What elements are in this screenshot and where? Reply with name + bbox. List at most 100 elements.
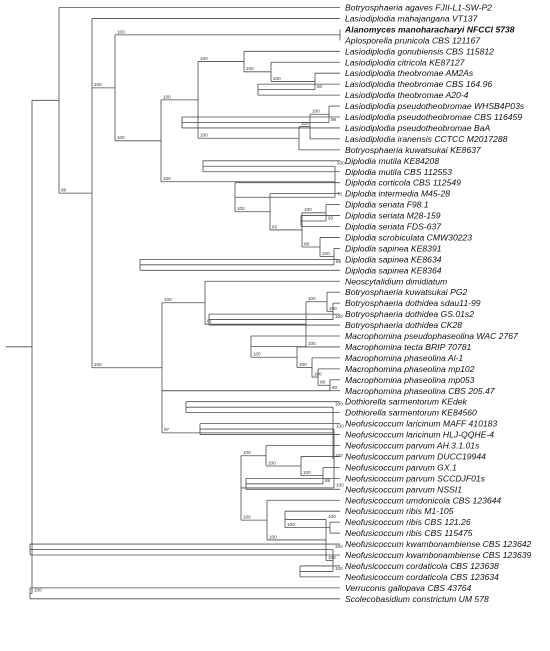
support-value: 100 (337, 161, 345, 166)
support-value: 100 (34, 588, 42, 593)
support-value: 70 (337, 192, 343, 197)
taxon-label: Neofusicoccum parvum SCCDJF01s (345, 473, 486, 483)
taxon-label: Lasiodiplodia pseudotheobromae BaA (345, 123, 491, 133)
support-value: 100 (163, 176, 171, 181)
taxon-label: Macrophomina phaseolina mp102 (345, 364, 475, 374)
support-value: 89 (325, 478, 331, 483)
support-value: 100 (336, 482, 344, 487)
support-value: 100 (312, 109, 320, 114)
taxon-label: Neofusicoccum parvum NSSI1 (345, 484, 462, 494)
taxon-label: Neofusicoccum ribis M1-105 (345, 506, 454, 516)
taxon-label: Macrophomina phaseolina Al-1 (345, 353, 463, 363)
support-value: 93 (328, 215, 334, 220)
support-value: 100 (268, 460, 276, 465)
taxon-label: Diplodia corticola CBS 112549 (345, 178, 461, 188)
taxon-label: Diplodia mutila KE84208 (345, 156, 439, 166)
taxon-label: Botryosphaeria kuwatsukai PG2 (345, 287, 468, 297)
support-value: 100 (328, 514, 336, 519)
taxon-label: Lasiodiplodia gonubiensis CBS 115812 (345, 46, 494, 56)
taxon-label: Neofusicoccum parvum GX.1 (345, 462, 457, 472)
taxon-label: Macrophomina tecta BRIP 70781 (345, 342, 471, 352)
taxon-label: Diplodia mutila CBS 112553 (345, 167, 452, 177)
taxon-label: Lasiodiplodia pseudotheobromae CBS 11645… (345, 112, 522, 122)
support-value: 100 (329, 306, 337, 311)
support-value: 83 (272, 224, 278, 229)
taxon-label: Diplodia seriata M28-159 (345, 211, 441, 221)
support-value: 100 (94, 362, 102, 367)
support-value: 100 (237, 206, 245, 211)
support-value: 100 (243, 514, 251, 519)
support-value: 100 (117, 29, 125, 34)
support-value: 100 (328, 555, 336, 560)
support-value: 100 (303, 470, 311, 475)
taxon-label: Lasiodiplodia theobromae AM2As (345, 68, 474, 78)
taxon-label: Scolecobasidium constrictum UM 578 (345, 594, 489, 604)
support-value: 100 (308, 341, 316, 346)
taxon-label: Lasiodiplodia citricola KE87127 (345, 57, 466, 67)
support-value: 100 (335, 402, 343, 407)
taxon-label: Macrophomina pseudophaseolina WAC 2767 (345, 331, 519, 341)
support-value: 100 (299, 362, 307, 367)
support-value: 100 (117, 135, 125, 140)
taxon-label: Diplodia seriata FDS-637 (345, 222, 442, 232)
taxon-label: Dothiorella sarmentorum KE84560 (345, 408, 477, 418)
taxon-label: Neofusicoccum kwambonambiense CBS 123642 (345, 539, 532, 549)
support-value: 100 (273, 76, 281, 81)
support-value: 100 (246, 66, 254, 71)
taxon-labels: Botryosphaeria agaves FJII-L1-SW-P2 Lasio… (344, 3, 532, 604)
taxon-label: Diplodia intermedia M45-28 (345, 189, 450, 199)
taxon-label: Diplodia sapinea KE8634 (345, 254, 442, 264)
taxon-label: Macrophomina phaseolina mp053 (345, 375, 475, 385)
taxon-label: Lasiodiplodia pseudotheobromae WHSB4P03s (345, 101, 525, 111)
taxon-label: Neofusicoccum ribis CBS 121.26 (345, 517, 471, 527)
support-value: 100 (200, 133, 208, 138)
taxon-label: Diplodia sapinea KE8364 (345, 265, 442, 275)
support-value: 100 (335, 314, 343, 319)
taxon-label: Diplodia sapinea KE8391 (345, 243, 442, 253)
taxon-label: Neoscytalidium dimidiatum (345, 276, 447, 286)
taxon-label: Neofusicoccum parvum DUCC19944 (345, 451, 486, 461)
support-value: 60 (317, 84, 323, 89)
support-value: 100 (200, 56, 208, 61)
support-value: 98 (331, 117, 337, 122)
support-value: 100 (308, 296, 316, 301)
taxon-label: Lasiodiplodia iranensis CCTCC M2017288 (345, 134, 508, 144)
support-value: 100 (336, 423, 344, 428)
support-value: 98 (61, 188, 67, 193)
taxon-label: Botryosphaeria dothidea CK28 (345, 320, 462, 330)
support-value: 98 (304, 241, 310, 246)
support-value: 100 (335, 453, 343, 458)
support-value: 100 (253, 352, 261, 357)
taxon-label: Botryosphaeria dothidea GS.01s2 (345, 309, 474, 319)
support-value: 100 (301, 121, 309, 126)
support-value: 100 (304, 207, 312, 212)
support-value: 98 (320, 380, 326, 385)
taxon-label: Macrophomina phaseolina CBS 205.47 (345, 386, 496, 396)
support-value: 100 (94, 82, 102, 87)
taxon-label: Neofusicoccum laricinum HLJ-QQHE-4 (345, 430, 494, 440)
taxon-label: Botryosphaeria kuwatsukai KE8637 (345, 145, 482, 155)
taxon-label: Neofusicoccum cordaticola CBS 123634 (345, 572, 499, 582)
taxon-label: Lasiodiplodia theobromae CBS 164.96 (345, 79, 492, 89)
support-value: 100 (335, 566, 343, 571)
support-value: 100 (163, 94, 171, 99)
support-value: 97 (164, 427, 170, 432)
support-value: 100 (243, 450, 251, 455)
support-value: 100 (314, 371, 322, 376)
taxon-label: Neofusicoccum kwambonambiense CBS 123639 (345, 550, 532, 560)
support-value: 100 (164, 297, 172, 302)
taxon-label: Neofusicoccum ribis CBS 115475 (345, 528, 473, 538)
taxon-label: Verruconis gallopava CBS 43764 (345, 583, 471, 593)
taxon-label: Neofusicoccum cordaticola CBS 123638 (345, 561, 499, 571)
taxon-label: Dothiorella sarmentorum KEdek (345, 397, 468, 407)
support-values: 98 100 100 100 100 100 100 100 60 100 100 100 98 100 1… (34, 29, 345, 592)
taxon-label: Neofusicoccum parvum AH.3.1.01s (345, 441, 480, 451)
tree-branches (6, 7, 341, 600)
support-value: 69 (336, 259, 342, 264)
taxon-label: Botryosphaeria agaves FJII-L1-SW-P2 (345, 3, 492, 13)
taxon-label: Neofusicoccum laricinum MAFF 410183 (345, 419, 497, 429)
taxon-label: Diplodia scrobiculata CMW30223 (345, 232, 472, 242)
support-value: 100 (335, 544, 343, 549)
taxon-label: Diplodia seriata F98.1 (345, 200, 429, 210)
